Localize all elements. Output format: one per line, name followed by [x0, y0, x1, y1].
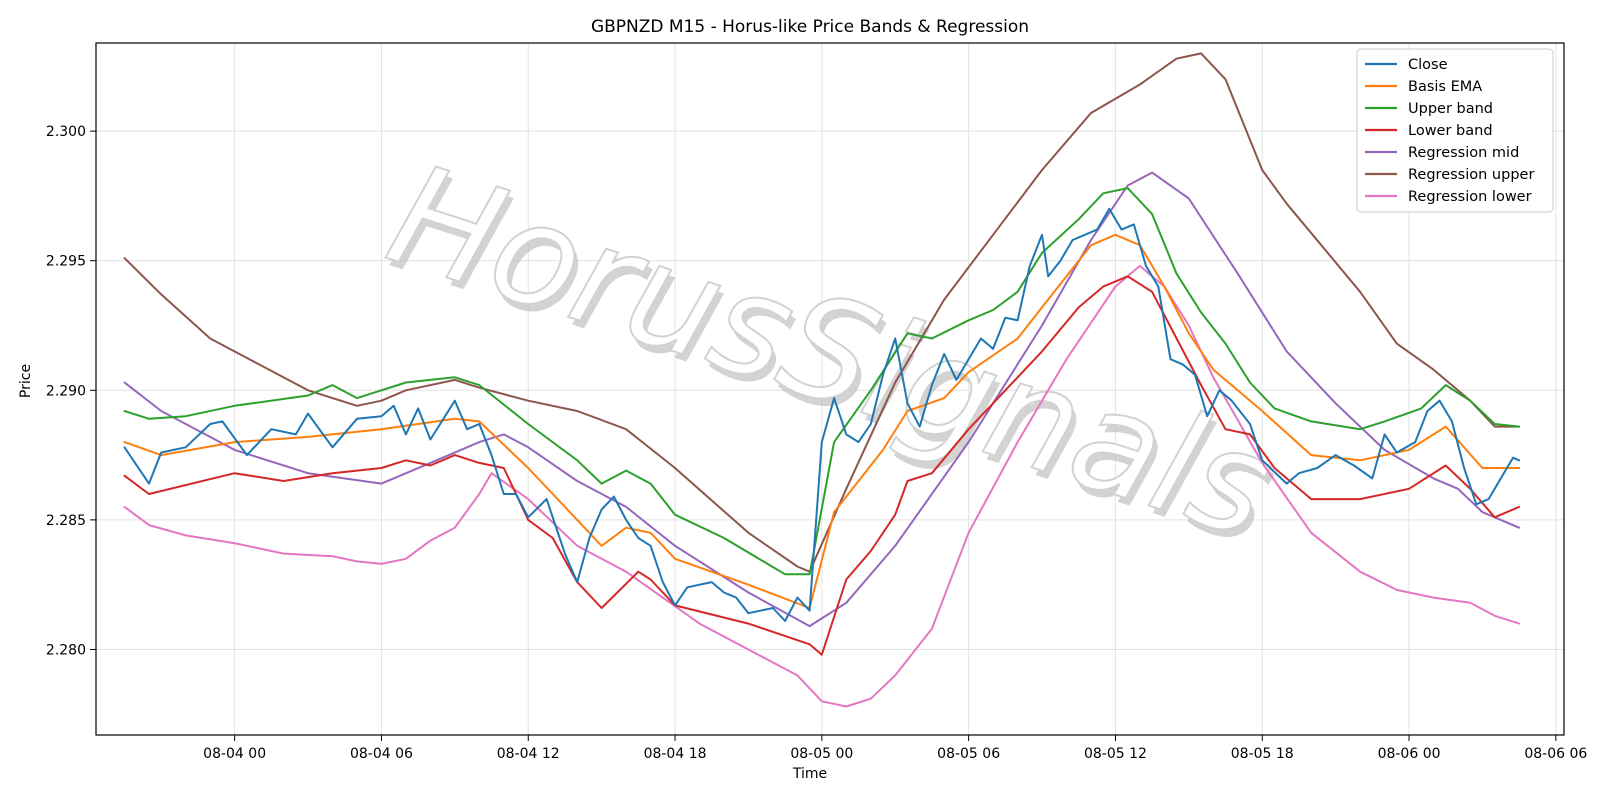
y-tick-label: 2.280: [46, 642, 86, 658]
chart-title: GBPNZD M15 - Horus-like Price Bands & Re…: [591, 17, 1029, 37]
legend-box: [1356, 48, 1554, 213]
y-tick-label: 2.300: [46, 124, 86, 140]
series-line-upper-band: [123, 187, 1521, 576]
x-tick-label: 08-06 06: [1524, 746, 1587, 762]
legend-label-regression-mid: Regression mid: [1408, 145, 1519, 161]
y-tick-label: 2.290: [46, 383, 86, 399]
x-tick-label: 08-05 12: [1084, 746, 1147, 762]
legend-label-lower-band: Lower band: [1408, 123, 1493, 139]
x-tick-label: 08-05 06: [937, 746, 1000, 762]
legend: Close Basis EMA Upper band Lower band Regres…: [1356, 48, 1554, 213]
x-tick-label: 08-04 06: [350, 746, 413, 762]
axes: 08-04 00 08-04 06 08-04 12 08-04 18 08-05 00…: [46, 124, 1587, 762]
series-line-lower-band: [123, 275, 1521, 656]
x-tick-label: 08-04 12: [497, 746, 560, 762]
legend-label-regression-lower: Regression lower: [1408, 189, 1532, 205]
x-tick-label: 08-06 00: [1378, 746, 1441, 762]
x-tick-label: 08-04 18: [644, 746, 707, 762]
legend-label-close: Close: [1408, 57, 1448, 73]
y-tick-label: 2.285: [46, 513, 86, 529]
series-lines: [123, 52, 1521, 708]
legend-label-upper-band: Upper band: [1408, 101, 1493, 117]
series-line-regression-upper: [123, 52, 1521, 573]
series-line-regression-lower: [123, 264, 1521, 708]
x-axis-label: Time: [792, 766, 827, 782]
legend-label-basis-ema: Basis EMA: [1408, 79, 1482, 95]
x-tick-label: 08-04 00: [203, 746, 266, 762]
legend-label-regression-upper: Regression upper: [1408, 167, 1534, 183]
x-tick-label: 08-05 18: [1231, 746, 1294, 762]
y-tick-label: 2.295: [46, 254, 86, 270]
plot-frame: [95, 42, 1565, 736]
y-axis-label: Price: [18, 364, 34, 398]
series-line-basis-ema: [123, 233, 1521, 609]
x-tick-label: 08-05 00: [790, 746, 853, 762]
series-line-regression-mid: [123, 171, 1521, 628]
series-line-close: [123, 207, 1521, 622]
